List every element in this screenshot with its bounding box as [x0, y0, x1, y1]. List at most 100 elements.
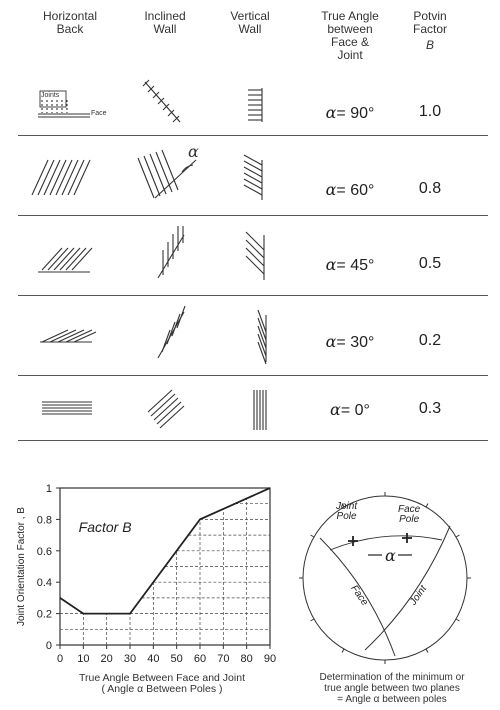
alpha-symbol: α	[325, 255, 337, 274]
label-line: Pole	[336, 511, 357, 522]
y-tick-label: 0.4	[37, 577, 52, 589]
alpha-symbol: α	[325, 180, 337, 199]
sketch-inclined-wall-0	[147, 389, 185, 429]
sketch-horizontal-back-0	[42, 401, 92, 415]
header-text: Face &	[330, 35, 369, 49]
angle-text: = 45°	[336, 257, 375, 274]
face-label: Face	[91, 110, 107, 117]
angle-text: = 30°	[336, 334, 375, 351]
stereonet	[299, 492, 471, 664]
header-text: Wall	[153, 22, 177, 36]
stereonet-tick	[310, 534, 315, 538]
label-line: Joint	[336, 501, 358, 512]
header-factor-symbol: B	[425, 38, 434, 52]
y-tick-label: 0.2	[37, 609, 52, 621]
x-tick-label: 20	[101, 653, 113, 665]
label-line: Face	[398, 504, 421, 515]
y-tick-label: 0.8	[37, 514, 52, 526]
header-text: Inclined	[144, 9, 186, 23]
header-horizontal-back: Horizontal Back	[25, 10, 115, 36]
stereonet-tick	[425, 503, 429, 508]
x-tick-label: 10	[77, 653, 89, 665]
angle-value: α= 0°	[300, 400, 400, 420]
x-tick-label: 90	[264, 653, 276, 665]
header-text: Joint	[337, 48, 363, 62]
stereonet-tick	[341, 503, 345, 508]
stereonet-tick	[455, 534, 460, 538]
x-tick-label: 0	[57, 653, 63, 665]
sketch-vertical-wall-0	[253, 390, 267, 430]
alpha-symbol: α	[330, 400, 341, 419]
joints-label: Joints	[41, 92, 60, 99]
joint-pole-label: Joint Pole	[336, 502, 357, 522]
factor-value: 0.8	[418, 180, 442, 197]
sketch-horizontal-back-45	[38, 247, 93, 273]
row-divider	[18, 440, 488, 441]
sketch-vertical-wall-60	[243, 154, 263, 200]
sketch-inclined-wall-60	[137, 149, 197, 199]
stereonet-tick	[341, 648, 345, 653]
x-tick-label: 50	[171, 653, 183, 665]
row-divider	[18, 295, 488, 296]
sketch-inclined-wall-90	[142, 79, 181, 123]
x-tick-label: 40	[147, 653, 159, 665]
factor-value: 0.3	[418, 400, 442, 417]
label-line: Pole	[399, 514, 420, 525]
sketch-horizontal-back-30	[40, 329, 97, 343]
x-tick-label: 70	[217, 653, 229, 665]
sketch-vertical-wall-45	[245, 231, 265, 280]
factor-value: 0.5	[418, 255, 442, 272]
angle-value: α= 60°	[300, 180, 400, 200]
y-tick-label: 1	[46, 483, 52, 495]
header-text: Wall	[238, 22, 262, 36]
header-true-angle: True Angle between Face & Joint	[305, 10, 395, 62]
header-text: Horizontal	[42, 9, 98, 23]
x-tick-label: 80	[241, 653, 253, 665]
angle-value: α= 45°	[300, 255, 400, 275]
sketch-horizontal-back-60	[31, 159, 91, 196]
header-potvin-factor: Potvin Factor B	[400, 10, 460, 52]
row-divider	[18, 375, 488, 376]
face-pole-label: Face Pole	[398, 505, 420, 525]
chart-xlabel: True Angle Between Face and Joint ( Angl…	[52, 673, 272, 695]
angle-text: = 90°	[336, 105, 375, 122]
alpha-symbol: α	[325, 332, 337, 351]
factor-value: 0.2	[418, 332, 442, 349]
header-vertical-wall: Vertical Wall	[215, 10, 285, 36]
stereonet-tick	[310, 618, 315, 622]
header-text: Back	[56, 22, 84, 36]
row-divider	[18, 135, 488, 136]
stereonet-alpha: α	[385, 546, 396, 565]
header-text: Vertical	[230, 9, 270, 23]
caption-line: Determination of the minimum or	[319, 672, 465, 683]
xlabel-line: ( Angle α Between Poles )	[101, 683, 223, 695]
header-text: Potvin	[413, 9, 447, 23]
y-tick-label: 0.6	[37, 546, 52, 558]
sketch-vertical-wall-30	[257, 309, 267, 365]
header-text: Factor	[412, 22, 447, 36]
joint-great-circle	[364, 525, 451, 651]
series-line	[59, 487, 271, 615]
stereonet-tick	[425, 648, 429, 653]
factor-value: 1.0	[418, 103, 442, 120]
angle-text: = 60°	[336, 182, 375, 199]
plot-frame	[59, 487, 271, 646]
row-divider	[18, 215, 488, 216]
stereonet-caption: Determination of the minimum or true ang…	[292, 672, 492, 705]
header-inclined-wall: Inclined Wall	[130, 10, 200, 36]
header-text: between	[327, 22, 373, 36]
x-tick-label: 30	[124, 653, 136, 665]
sketch-inclined-wall-45	[157, 226, 185, 279]
chart-ylabel: Joint Orientation Factor , B	[16, 507, 27, 626]
sketch-layer	[31, 79, 267, 430]
xlabel-line: True Angle Between Face and Joint	[79, 672, 245, 684]
angle-text: = 0°	[340, 402, 370, 419]
orientation-factor-chart: 0 10 20 30 40 50 60 70 80 90 0 0.2 0.4 0.6 0.8 1 Joint O…	[16, 483, 276, 665]
angle-value: α= 90°	[300, 103, 400, 123]
angle-value: α= 30°	[300, 332, 400, 352]
chart-title: Factor B	[79, 519, 132, 535]
x-tick-label: 60	[194, 653, 206, 665]
inclined-alpha-label: α	[188, 142, 199, 161]
sketch-inclined-wall-30	[157, 305, 186, 359]
alpha-symbol: α	[325, 103, 337, 122]
